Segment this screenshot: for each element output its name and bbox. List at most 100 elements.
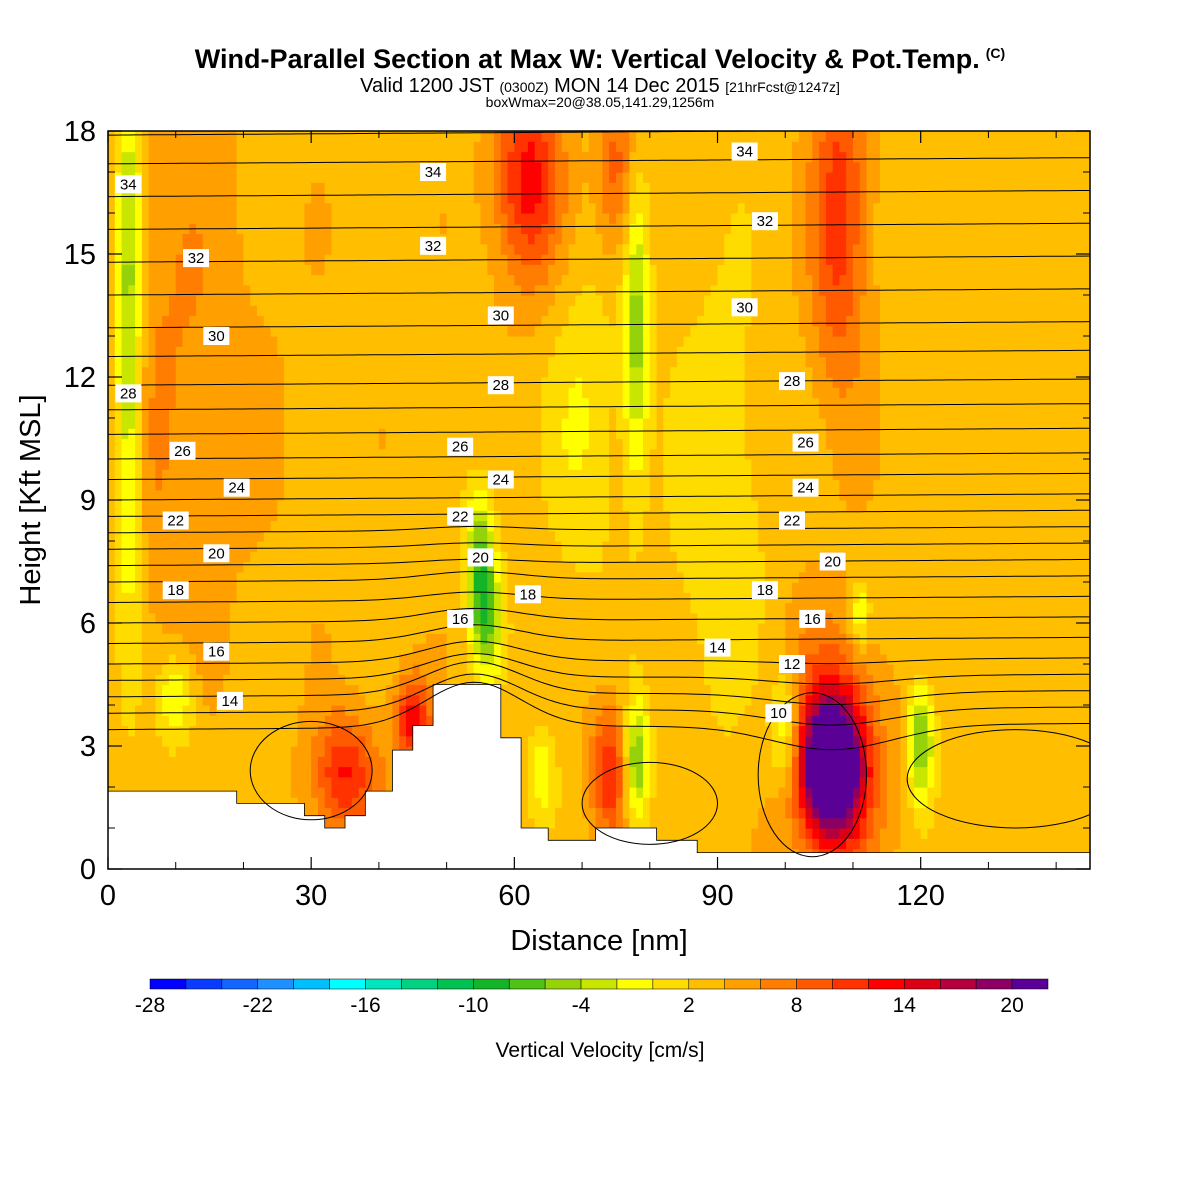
w-cell: [494, 233, 502, 245]
w-cell: [433, 520, 441, 532]
w-cell: [548, 131, 556, 142]
w-cell: [108, 746, 116, 757]
w-cell: [358, 797, 366, 809]
w-cell: [338, 725, 346, 737]
w-cell: [284, 377, 292, 388]
w-cell: [263, 776, 272, 788]
w-cell: [554, 776, 563, 788]
w-cell: [236, 295, 245, 306]
w-cell: [507, 715, 515, 727]
w-cell: [561, 592, 570, 604]
w-cell: [487, 325, 495, 337]
w-cell: [480, 664, 488, 675]
w-cell: [527, 500, 536, 511]
w-cell: [568, 500, 576, 511]
w-cell: [494, 664, 502, 675]
w-cell: [209, 243, 217, 255]
w-cell: [419, 694, 427, 706]
w-cell: [256, 233, 265, 245]
w-cell: [311, 776, 319, 788]
w-cell: [168, 561, 177, 573]
w-cell: [331, 151, 339, 163]
w-cell: [189, 233, 197, 245]
w-cell: [236, 346, 245, 358]
w-cell: [243, 356, 251, 368]
w-cell: [460, 131, 468, 142]
w-cell: [453, 489, 461, 501]
w-cell: [304, 500, 312, 511]
w-cell: [256, 192, 265, 204]
w-cell: [514, 479, 522, 491]
w-cell: [223, 131, 231, 142]
w-cell: [554, 715, 563, 727]
w-cell: [162, 735, 170, 747]
w-cell: [561, 643, 570, 655]
w-cell: [182, 715, 190, 727]
w-cell: [345, 664, 353, 675]
w-cell: [534, 131, 543, 142]
w-cell: [534, 274, 543, 286]
w-cell: [189, 489, 197, 501]
w-cell: [331, 438, 339, 450]
w-cell: [460, 346, 468, 358]
w-cell: [141, 407, 150, 419]
w-cell: [507, 202, 515, 214]
w-cell: [148, 715, 157, 727]
w-cell: [277, 336, 285, 347]
w-cell: [378, 500, 387, 511]
w-cell: [223, 571, 231, 583]
w-cell: [175, 243, 184, 255]
w-cell: [304, 182, 312, 194]
w-cell: [202, 694, 211, 706]
w-cell: [108, 387, 116, 399]
w-cell: [331, 561, 339, 573]
w-cell: [263, 592, 272, 604]
w-cell: [345, 387, 353, 399]
w-cell: [331, 397, 339, 409]
w-cell: [182, 377, 190, 388]
w-cell: [426, 571, 434, 583]
w-cell: [561, 315, 570, 327]
w-cell: [385, 705, 394, 716]
w-cell: [108, 284, 116, 296]
w-cell: [446, 653, 454, 665]
w-cell: [162, 766, 170, 778]
w-cell: [128, 448, 136, 460]
w-cell: [311, 623, 319, 634]
w-cell: [168, 397, 177, 409]
w-cell: [358, 202, 366, 214]
w-cell: [541, 213, 549, 224]
w-cell: [141, 295, 150, 306]
w-cell: [175, 397, 184, 409]
w-cell: [351, 438, 360, 450]
w-cell: [277, 469, 285, 481]
w-cell: [385, 295, 394, 306]
w-cell: [521, 233, 529, 245]
w-cell: [297, 172, 305, 183]
w-cell: [155, 418, 163, 429]
w-cell: [405, 284, 414, 296]
w-cell: [405, 182, 414, 194]
w-cell: [453, 674, 461, 686]
w-cell: [324, 243, 333, 255]
w-cell: [331, 746, 339, 757]
w-cell: [196, 387, 204, 399]
w-cell: [317, 469, 326, 481]
w-cell: [277, 202, 285, 214]
w-cell: [270, 592, 278, 604]
w-cell: [392, 336, 400, 347]
w-cell: [419, 284, 427, 296]
w-cell: [351, 428, 360, 440]
w-cell: [487, 500, 495, 511]
w-cell: [446, 633, 454, 645]
w-cell: [108, 264, 116, 276]
w-cell: [473, 172, 482, 183]
w-cell: [338, 602, 346, 614]
w-cell: [514, 356, 522, 368]
w-cell: [263, 233, 272, 245]
w-cell: [392, 254, 400, 265]
w-cell: [216, 418, 224, 429]
w-cell: [128, 438, 136, 450]
w-cell: [168, 694, 177, 706]
w-cell: [256, 315, 265, 327]
